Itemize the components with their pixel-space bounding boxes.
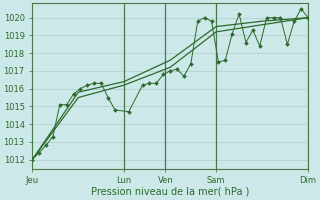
X-axis label: Pression niveau de la mer( hPa ): Pression niveau de la mer( hPa ) bbox=[91, 187, 249, 197]
